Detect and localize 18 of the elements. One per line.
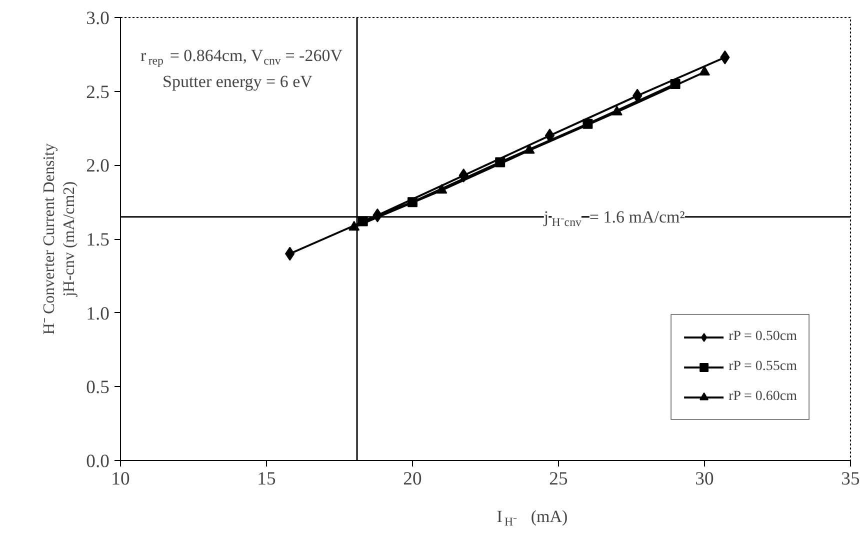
x-tick-label: 20 — [403, 468, 422, 490]
y-tick-label: 0.5 — [86, 377, 110, 398]
y-tick-label: 3.0 — [86, 8, 110, 29]
y-axis-title: H⁻ Converter Current Density jH-cnv (mA/cm2) — [40, 143, 78, 335]
annotation: Sputter energy = 6 eV — [162, 72, 314, 91]
y-tick-label: 2.5 — [86, 82, 110, 103]
legend-label: rP = 0.60cm — [728, 389, 797, 405]
x-tick-label: 15 — [257, 468, 276, 490]
legend-label: rP = 0.50cm — [728, 329, 797, 345]
x-tick-label: 25 — [549, 468, 568, 490]
y-tick-label: 0.0 — [86, 451, 110, 472]
x-tick-label: 35 — [841, 468, 860, 490]
legend-label: rP = 0.55cm — [728, 359, 797, 375]
y-tick-label: 1.0 — [86, 303, 110, 324]
x-tick-label: 10 — [111, 468, 130, 490]
x-tick-label: 30 — [695, 468, 714, 490]
y-tick-label: 2.0 — [86, 156, 110, 177]
y-tick-label: 1.5 — [86, 230, 110, 250]
